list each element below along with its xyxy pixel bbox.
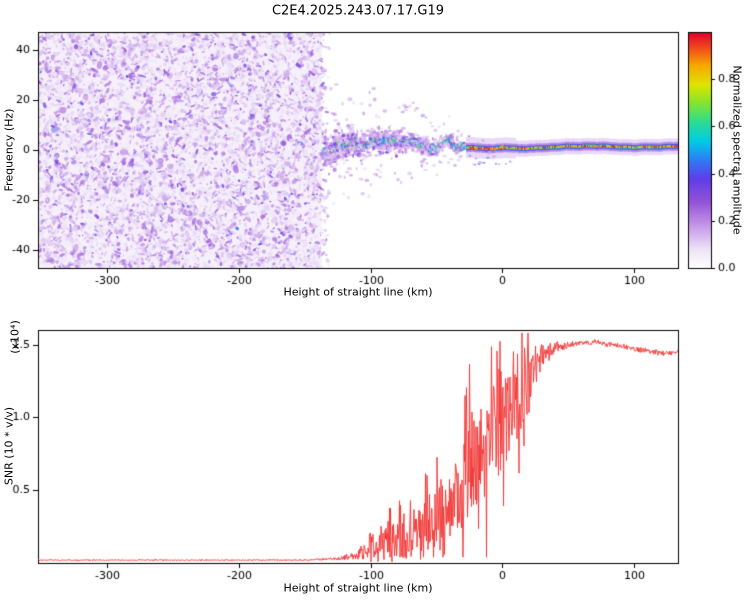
chart-title: C2E4.2025.243.07.17.G19 — [271, 3, 445, 19]
snr-xlabel: Height of straight line (km) — [283, 581, 433, 595]
spectrogram-xlabel: Height of straight line (km) — [283, 285, 433, 299]
colorbar-label: Normalized spectral amplitude — [730, 65, 744, 235]
spectrogram-ylabel: Frequency (Hz) — [2, 108, 16, 192]
snr-scale-label: (x10⁴) — [8, 320, 22, 354]
snr-ylabel: SNR (10 * v/v) — [2, 406, 16, 486]
